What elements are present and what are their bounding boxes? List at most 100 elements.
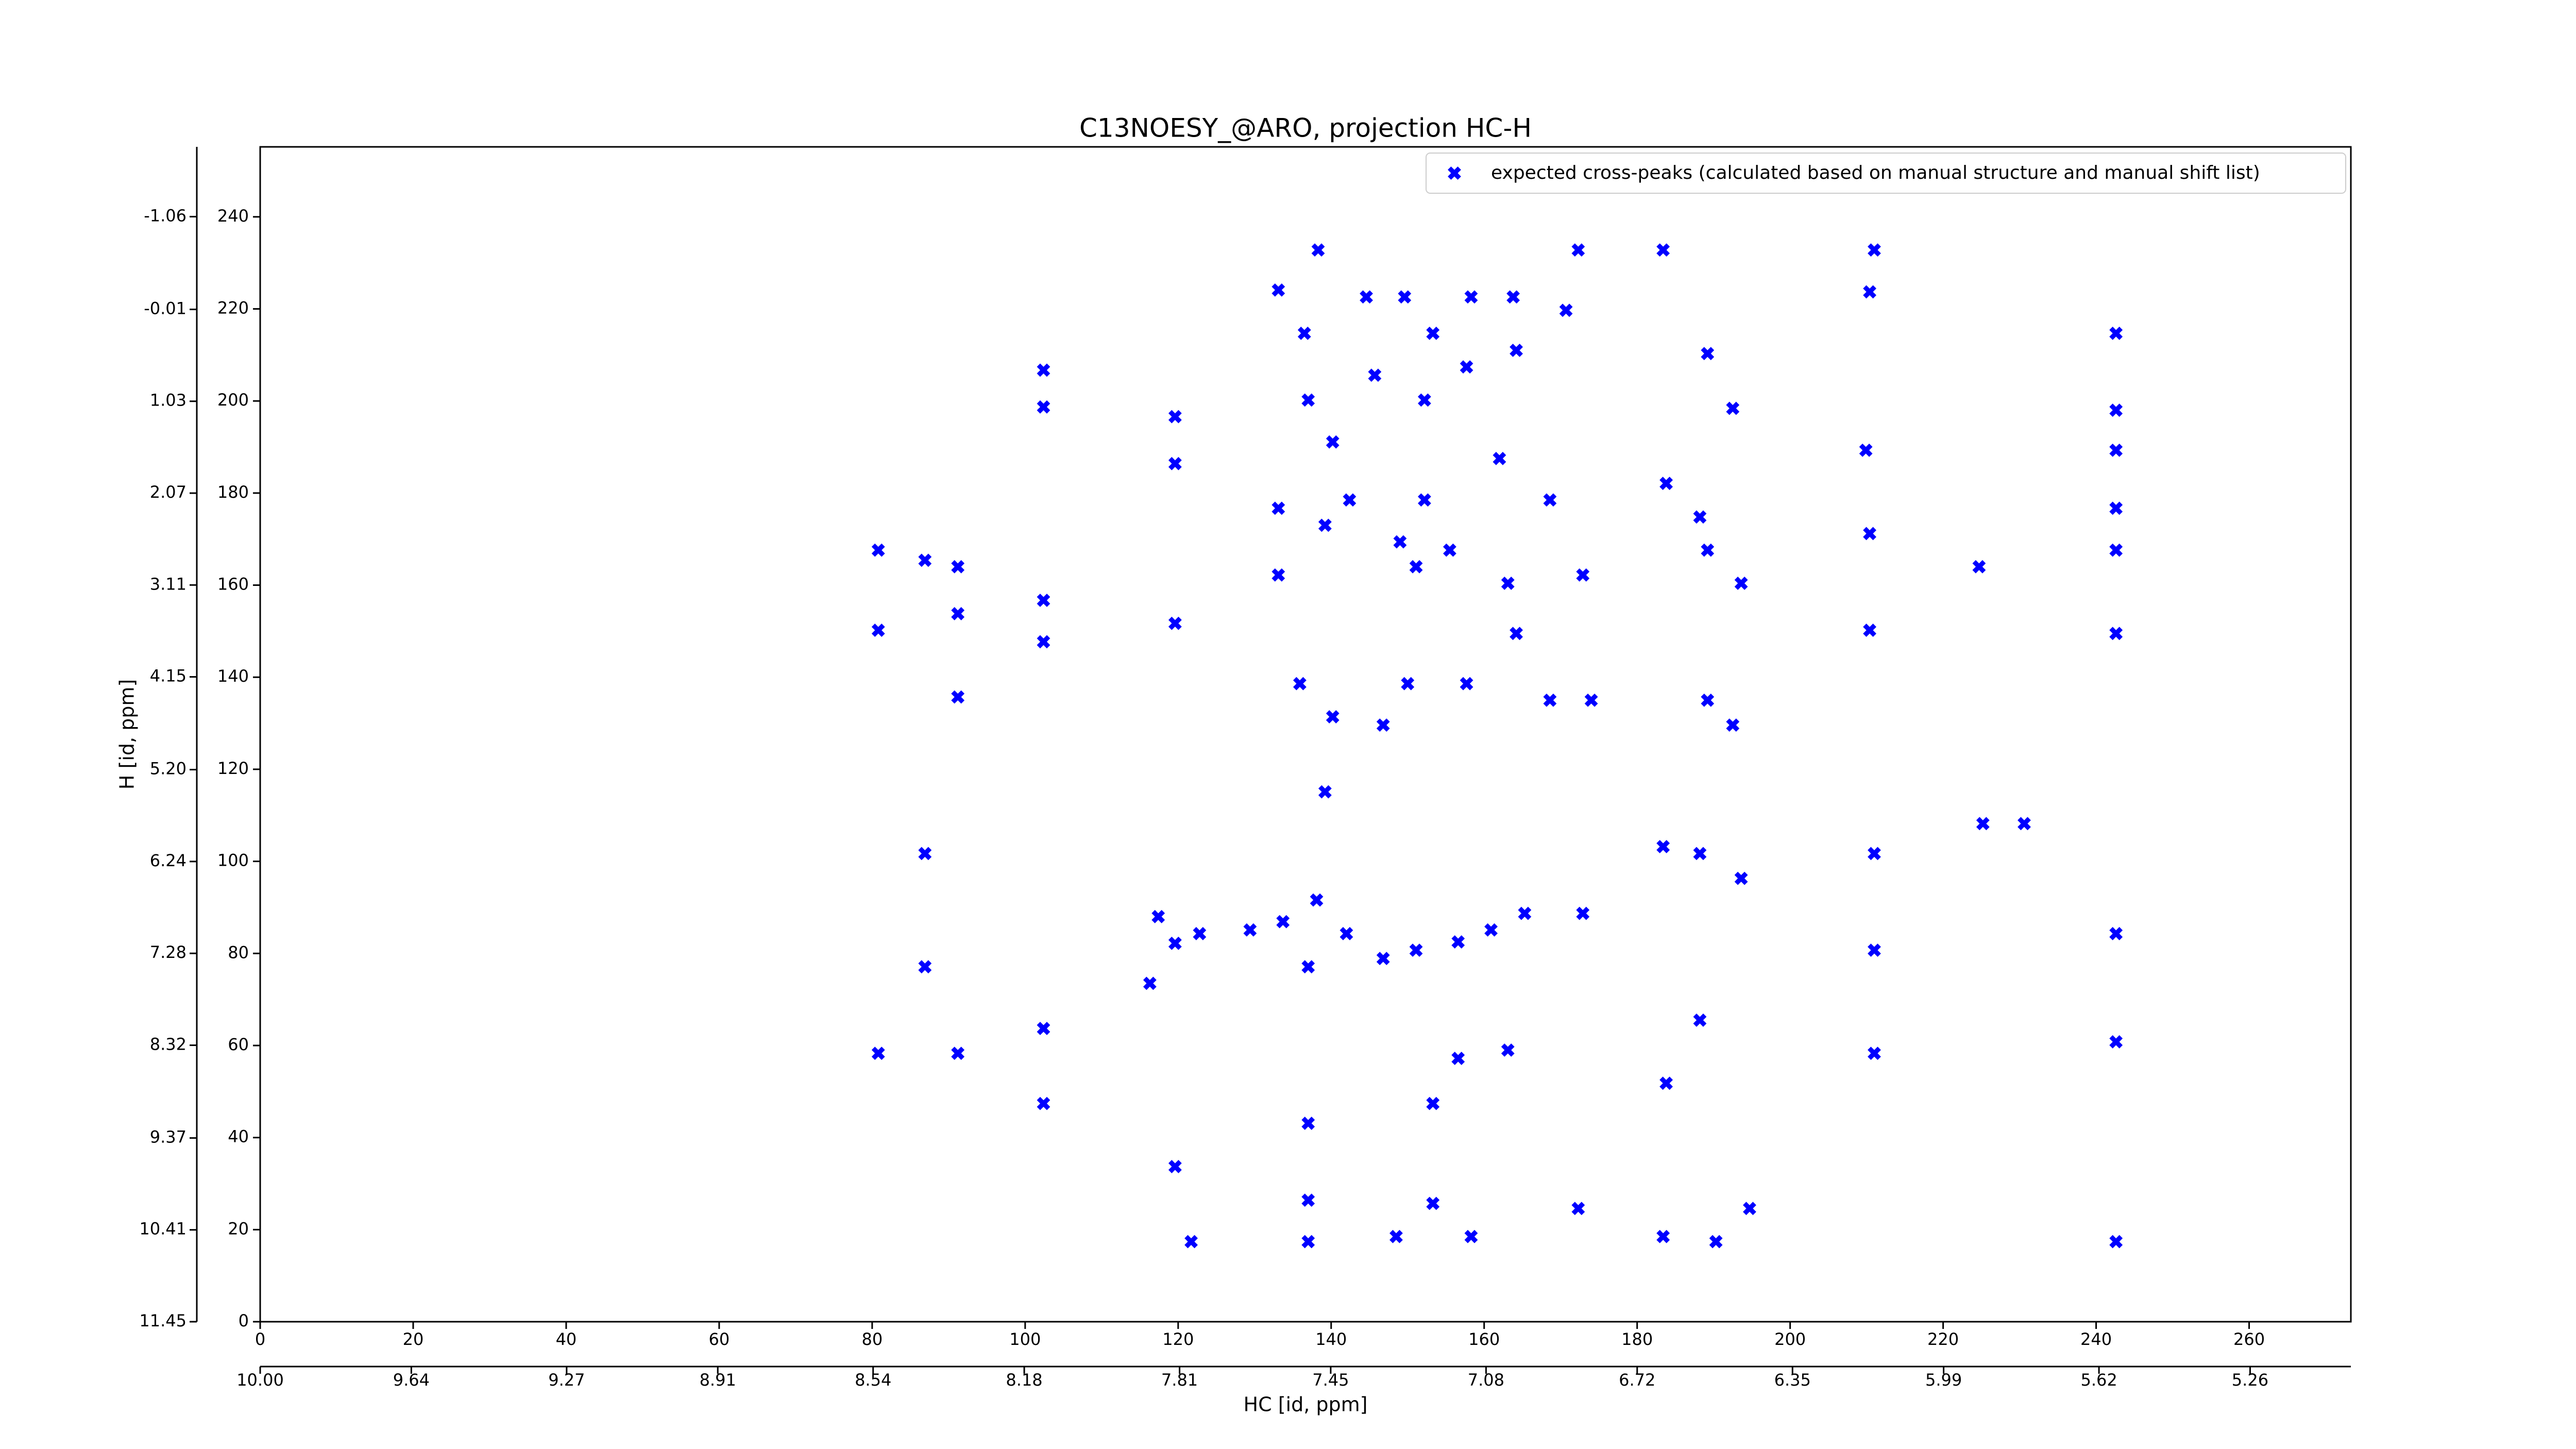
cross-peak: [1726, 401, 1740, 415]
y2-tick-label: 10.41: [139, 1219, 187, 1239]
cross-peak: [1393, 535, 1407, 549]
y-tick-label: 160: [217, 575, 249, 594]
cross-peak: [1143, 976, 1157, 990]
y-tick-label: 60: [228, 1035, 249, 1054]
cross-peak: [1168, 1160, 1182, 1173]
cross-peak: [1493, 451, 1506, 465]
cross-peak: [2109, 501, 2123, 515]
cross-peak: [951, 560, 965, 574]
x-tick-label: 80: [861, 1329, 883, 1349]
cross-peak: [1743, 1202, 1756, 1216]
cross-peak: [1693, 510, 1707, 524]
cross-peak: [1543, 693, 1557, 707]
cross-peak: [1868, 1047, 1881, 1060]
x2-tick-label: 10.00: [236, 1370, 284, 1390]
cross-peak: [1318, 785, 1332, 799]
cross-peak: [1301, 1235, 1315, 1249]
cross-peak: [1693, 1013, 1707, 1027]
cross-peak: [1037, 1021, 1050, 1035]
x2-tick-label: 7.81: [1161, 1370, 1198, 1390]
x-tick-label: 20: [403, 1329, 424, 1349]
cross-peak: [1301, 960, 1315, 974]
cross-peak: [1360, 290, 1373, 304]
cross-peak: [1559, 304, 1573, 317]
cross-peak: [1376, 718, 1390, 732]
cross-peak: [1734, 577, 1748, 590]
y2-tick-label: -0.01: [144, 298, 187, 318]
cross-peak: [1501, 1043, 1515, 1057]
y-tick-label: 100: [217, 851, 249, 870]
cross-peak: [1701, 543, 1715, 557]
cross-peak: [1726, 718, 1740, 732]
y2-tick-label: 8.32: [150, 1034, 187, 1054]
cross-peak: [1571, 1202, 1585, 1216]
y2-tick-label: 7.28: [150, 942, 187, 962]
x2-tick-label: 5.26: [2232, 1370, 2268, 1390]
cross-peak: [1863, 285, 1876, 299]
y-tick-label: 140: [217, 666, 249, 686]
cross-peak: [1543, 493, 1557, 507]
cross-peak: [1464, 290, 1478, 304]
cross-peak: [871, 543, 885, 557]
cross-peak: [951, 1047, 965, 1060]
cross-peak: [1659, 1076, 1673, 1090]
cross-peak: [1501, 577, 1515, 590]
chart-title: C13NOESY_@ARO, projection HC-H: [1079, 113, 1532, 143]
cross-peak: [1326, 435, 1340, 449]
cross-peak: [1376, 952, 1390, 966]
cross-peak: [1343, 493, 1357, 507]
y2-tick-label: 6.24: [150, 851, 187, 870]
cross-peak: [1701, 693, 1715, 707]
y2-tick-label: 2.07: [150, 482, 187, 502]
x2-tick-label: 5.62: [2080, 1370, 2117, 1390]
cross-peak: [1656, 1229, 1670, 1243]
y2-tick-label: 3.11: [150, 574, 187, 594]
cross-peak: [2109, 926, 2123, 940]
cross-peak: [1184, 1235, 1198, 1249]
cross-peak: [1193, 926, 1207, 940]
x2-tick-label: 9.64: [393, 1370, 430, 1390]
x2-tick-label: 9.27: [548, 1370, 585, 1390]
cross-peak: [1510, 627, 1523, 641]
y-tick-label: 220: [217, 298, 249, 317]
cross-peak: [1584, 693, 1598, 707]
cross-peak: [1276, 915, 1290, 929]
cross-peak: [1168, 410, 1182, 424]
y-tick-label: 80: [228, 942, 249, 962]
cross-peak: [1037, 400, 1050, 414]
x2-tick-label: 8.91: [700, 1370, 736, 1390]
y-tick-label: 240: [217, 206, 249, 226]
cross-peak: [1659, 477, 1673, 491]
x2-tick-label: 8.54: [855, 1370, 891, 1390]
cross-peak: [1409, 943, 1423, 957]
x-tick-label: 260: [2233, 1329, 2265, 1349]
x2-tick-label: 6.72: [1619, 1370, 1655, 1390]
y-tick-label: 180: [217, 482, 249, 502]
x2-tick-label: 5.99: [1925, 1370, 1962, 1390]
cross-peak: [1701, 347, 1715, 361]
legend-label: expected cross-peaks (calculated based o…: [1491, 162, 2260, 183]
y2-tick-label: 9.37: [150, 1127, 187, 1147]
y-axis-label: H [id, ppm]: [116, 679, 139, 789]
cross-peak: [1417, 393, 1431, 407]
cross-peak: [1576, 568, 1590, 582]
x-tick-label: 120: [1162, 1329, 1194, 1349]
cross-peak: [951, 690, 965, 704]
cross-peak: [1859, 443, 1873, 457]
x2-tick-label: 7.45: [1312, 1370, 1349, 1390]
cross-peak: [1734, 871, 1748, 885]
cross-peak: [918, 960, 932, 974]
cross-peak: [1168, 457, 1182, 470]
cross-peak: [1451, 1052, 1465, 1065]
y2-tick-label: 1.03: [150, 391, 187, 410]
cross-peak: [1340, 926, 1353, 940]
cross-peak: [1656, 243, 1670, 257]
cross-peak: [1868, 943, 1881, 957]
legend-box: [1426, 153, 2346, 194]
plot-frame: [259, 146, 2352, 1323]
cross-peak: [2018, 817, 2031, 831]
cross-peak: [1389, 1229, 1403, 1243]
cross-peak: [1401, 677, 1415, 690]
